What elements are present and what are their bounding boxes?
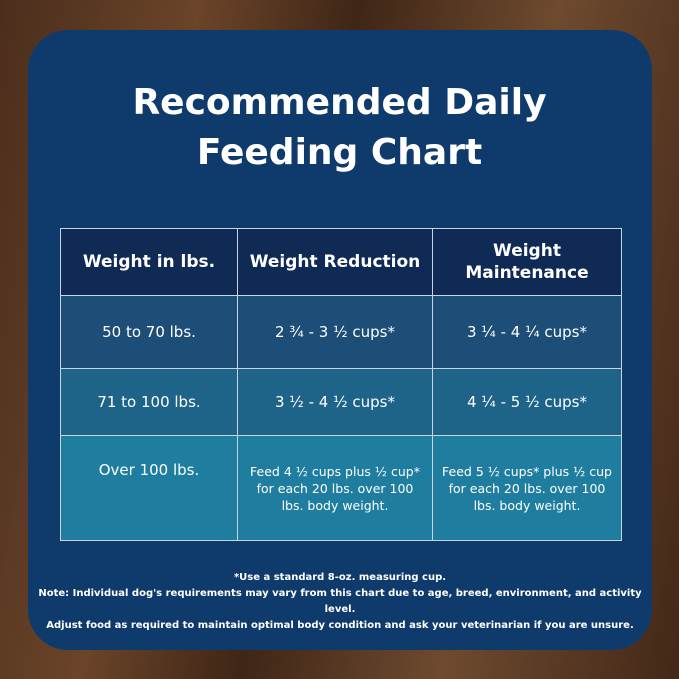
table-cell: 3 ¼ - 4 ¼ cups* bbox=[432, 295, 622, 369]
table-cell: 4 ¼ - 5 ½ cups* bbox=[432, 368, 622, 436]
table-cell: 2 ¾ - 3 ½ cups* bbox=[237, 295, 433, 369]
table-cell: 71 to 100 lbs. bbox=[60, 368, 238, 436]
table-cell: 50 to 70 lbs. bbox=[60, 295, 238, 369]
table-row: 50 to 70 lbs. 2 ¾ - 3 ½ cups* 3 ¼ - 4 ¼ cu… bbox=[60, 295, 622, 369]
note-line: *Use a standard 8-oz. measuring cup. bbox=[233, 572, 447, 583]
table-cell: 3 ½ - 4 ½ cups* bbox=[237, 368, 433, 436]
header-row: Weight in lbs. Weight Reduction Weight Mai… bbox=[60, 228, 622, 296]
notes: *Use a standard 8-oz. measuring cup. Note… bbox=[28, 570, 652, 634]
note-line: Note: Individual dog's requirements may … bbox=[38, 588, 642, 615]
column-header: Weight in lbs. bbox=[60, 228, 238, 296]
feeding-table: Weight in lbs. Weight Reduction Weight Mai… bbox=[60, 228, 622, 541]
table-cell: Feed 4 ½ cups plus ½ cup* for each 20 lb… bbox=[237, 435, 433, 541]
title-line: Feeding Chart bbox=[196, 132, 483, 173]
note-line: Adjust food as required to maintain opti… bbox=[46, 620, 634, 631]
table-cell: Feed 5 ½ cups* plus ½ cup for each 20 lb… bbox=[432, 435, 622, 541]
column-header: Weight Maintenance bbox=[432, 228, 622, 296]
table-row: 71 to 100 lbs. 3 ½ - 4 ½ cups* 4 ¼ - 5 ½ c… bbox=[60, 368, 622, 436]
table-cell: Over 100 lbs. bbox=[60, 435, 238, 541]
title: Recommended Daily Feeding Chart bbox=[0, 78, 679, 178]
column-header: Weight Reduction bbox=[237, 228, 433, 296]
title-line: Recommended Daily bbox=[132, 82, 547, 123]
table-row: Over 100 lbs. Feed 4 ½ cups plus ½ cup* f… bbox=[60, 435, 622, 541]
